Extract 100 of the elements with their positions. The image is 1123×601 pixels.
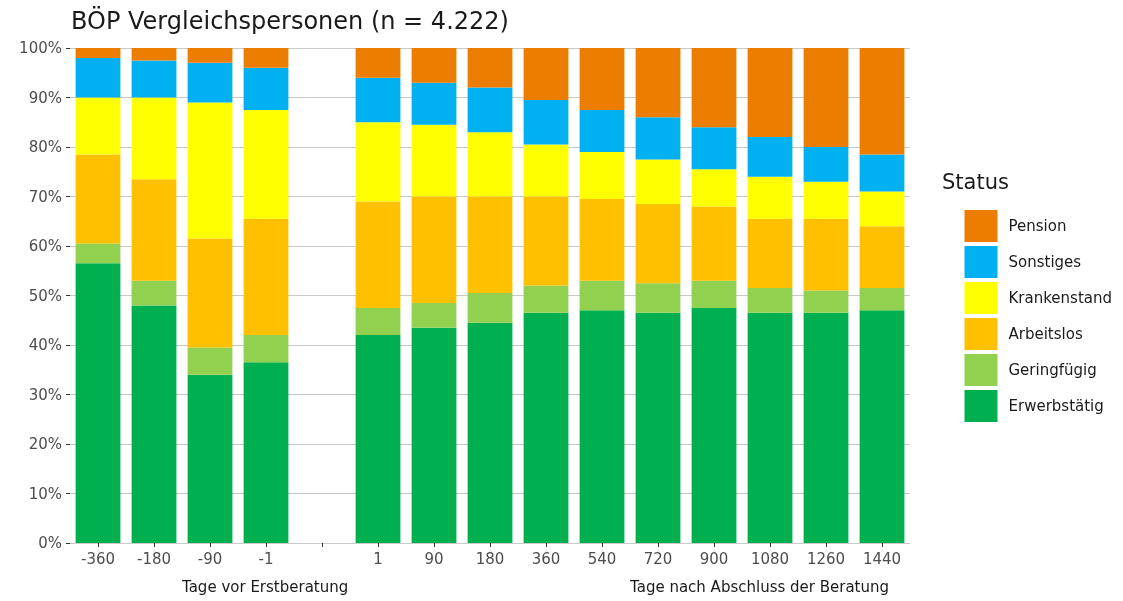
- bar: [75, 57, 121, 98]
- x-tick-label: 1080: [750, 549, 790, 568]
- legend-label: Geringfügig: [1008, 361, 1097, 379]
- legend-label: Arbeitslos: [1008, 325, 1083, 343]
- y-tick-label: 50%: [28, 286, 62, 305]
- x-tick-label: 90: [424, 549, 444, 568]
- y-tick-label: 70%: [28, 187, 62, 206]
- bar: [75, 243, 121, 264]
- bar: [355, 48, 401, 78]
- bar: [691, 206, 737, 281]
- bar: [803, 147, 849, 182]
- x-tick-label: 1260: [806, 549, 846, 568]
- legend-label: Sonstiges: [1008, 253, 1082, 271]
- bar: [859, 288, 905, 311]
- bar: [467, 87, 513, 133]
- y-tick-label: 10%: [28, 484, 62, 503]
- bar: [691, 280, 737, 308]
- bar: [131, 48, 177, 61]
- bar: [635, 283, 681, 313]
- y-tick-label: 60%: [28, 237, 62, 255]
- bar: [523, 285, 569, 313]
- bar: [355, 122, 401, 202]
- bar: [747, 137, 793, 177]
- bar: [523, 196, 569, 286]
- bar: [75, 263, 121, 543]
- bar: [243, 218, 289, 336]
- bar: [243, 335, 289, 363]
- bar: [467, 48, 513, 88]
- x-tick-label: -1: [258, 549, 274, 568]
- x-tick-label: 900: [699, 549, 729, 568]
- bar: [691, 127, 737, 170]
- bar: [355, 77, 401, 123]
- bar: [131, 97, 177, 180]
- bar: [747, 288, 793, 313]
- bar: [523, 99, 569, 145]
- bar: [635, 203, 681, 284]
- bar: [75, 97, 121, 155]
- x-tick-label: 540: [587, 549, 617, 568]
- y-tick-label: 80%: [28, 138, 62, 156]
- x-tick-label: 1: [373, 549, 383, 568]
- bar: [859, 48, 905, 155]
- bar: [579, 310, 625, 543]
- bar: [467, 293, 513, 323]
- bar: [691, 169, 737, 207]
- bar: [355, 201, 401, 308]
- x-tick-label: 1440: [862, 549, 902, 568]
- legend-label: Pension: [1008, 217, 1067, 235]
- bar: [747, 218, 793, 289]
- bar: [747, 48, 793, 138]
- bar: [131, 179, 177, 281]
- y-tick-label: 0%: [38, 534, 62, 552]
- bar: [187, 62, 233, 103]
- bar: [523, 312, 569, 543]
- bar: [579, 280, 625, 311]
- x-tick-label: -180: [136, 549, 172, 568]
- bar: [803, 48, 849, 147]
- bar: [691, 48, 737, 128]
- bar: [747, 176, 793, 219]
- bar: [187, 374, 233, 543]
- x-tick-label: 360: [531, 549, 561, 568]
- y-tick-label: 20%: [28, 435, 62, 453]
- bar: [411, 82, 457, 125]
- bar: [635, 117, 681, 160]
- bar: [635, 159, 681, 204]
- bar: [579, 151, 625, 199]
- x-tick-label: 180: [475, 549, 505, 568]
- bar: [187, 347, 233, 375]
- chart-title: BÖP Vergleichspersonen (n = 4.222): [71, 6, 509, 35]
- y-tick-label: 30%: [28, 385, 62, 404]
- bar: [579, 109, 625, 152]
- bar: [243, 48, 289, 68]
- bar: [355, 307, 401, 336]
- bar: [859, 226, 905, 289]
- bar: [187, 238, 233, 348]
- bar: [579, 48, 625, 110]
- text: Tage vor Erstberatung: [181, 577, 349, 596]
- bar: [859, 310, 905, 543]
- bar: [411, 327, 457, 543]
- bar: [411, 48, 457, 83]
- legend-label: Krankenstand: [1008, 289, 1113, 307]
- text: Tage nach Abschluss der Beratung: [629, 577, 890, 596]
- bar: [243, 362, 289, 543]
- bar: [411, 196, 457, 303]
- bar: [467, 322, 513, 543]
- y-tick-label: 90%: [28, 88, 62, 107]
- bar: [131, 280, 177, 306]
- bar: [243, 67, 289, 110]
- bar: [803, 312, 849, 543]
- bar: [859, 191, 905, 227]
- bar: [411, 124, 457, 197]
- bar: [803, 290, 849, 313]
- bar: [411, 302, 457, 328]
- x-tick-label: -360: [80, 549, 116, 568]
- bar: [635, 312, 681, 543]
- bar: [691, 307, 737, 543]
- bar: [635, 48, 681, 118]
- legend-title: Status: [942, 169, 1009, 194]
- bar: [859, 154, 905, 192]
- bar: [131, 305, 177, 543]
- bar: [187, 102, 233, 239]
